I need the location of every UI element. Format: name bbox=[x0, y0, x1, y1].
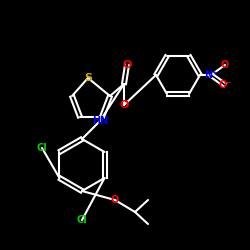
Text: O: O bbox=[119, 100, 129, 110]
Text: O⁻: O⁻ bbox=[218, 80, 232, 90]
Text: N⁺: N⁺ bbox=[204, 70, 218, 80]
Text: S: S bbox=[84, 73, 92, 83]
Text: O: O bbox=[122, 60, 132, 70]
Text: Cl: Cl bbox=[36, 143, 48, 153]
Text: HN: HN bbox=[92, 116, 108, 126]
Text: Cl: Cl bbox=[76, 215, 88, 225]
Text: O: O bbox=[111, 195, 119, 205]
Text: O: O bbox=[221, 60, 229, 70]
